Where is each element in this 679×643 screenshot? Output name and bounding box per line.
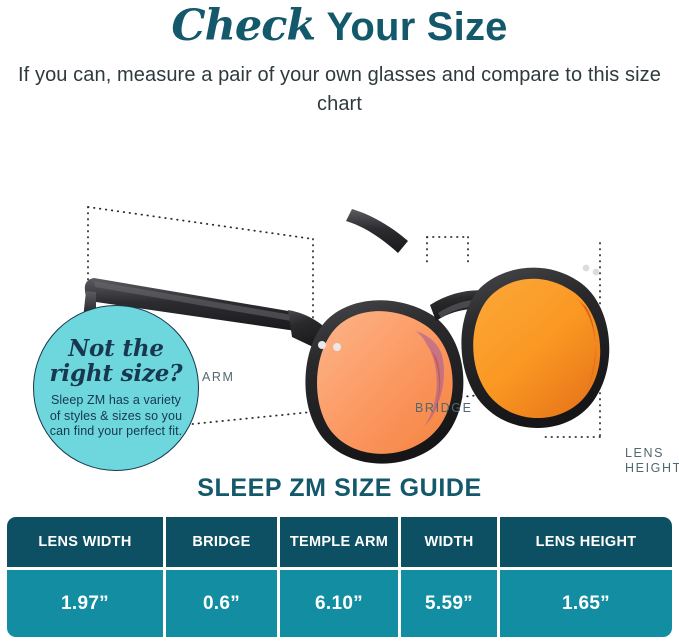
value-temple-arm: 6.10” xyxy=(277,570,398,637)
badge-heading: Not the right size? xyxy=(49,335,183,388)
glasses-graphic xyxy=(82,206,610,464)
page-subtitle: If you can, measure a pair of your own g… xyxy=(18,64,661,115)
hinge-rivets xyxy=(318,341,341,351)
size-guide-table: LENS WIDTH BRIDGE TEMPLE ARM WIDTH LENS … xyxy=(7,517,672,637)
lens-right xyxy=(461,267,610,429)
column-header-width: WIDTH xyxy=(398,517,497,567)
lens-left xyxy=(305,300,464,464)
value-width: 5.59” xyxy=(398,570,497,637)
column-header-temple-arm: TEMPLE ARM xyxy=(277,517,398,567)
size-guide-title: SLEEP ZM SIZE GUIDE xyxy=(197,474,482,502)
value-lens-height: 1.65” xyxy=(497,570,672,637)
column-header-bridge: BRIDGE xyxy=(163,517,277,567)
page-header: Check Your Size If you can, measure a pa… xyxy=(0,0,679,119)
hinge-rivets-right xyxy=(582,264,600,276)
column-header-lens-width: LENS WIDTH xyxy=(38,534,132,550)
temple-arm-far xyxy=(346,209,408,253)
page-title: Check Your Size xyxy=(0,0,679,53)
label-lens-height: LENS HEIGHT xyxy=(625,446,679,475)
page-title-bold: Your Size xyxy=(326,5,508,49)
table-header-row: LENS WIDTH BRIDGE TEMPLE ARM WIDTH LENS … xyxy=(7,517,672,567)
label-bridge: BRIDGE xyxy=(415,401,473,415)
value-lens-width: 1.97” xyxy=(61,592,109,614)
page-title-script: Check xyxy=(171,1,316,51)
column-header-lens-height: LENS HEIGHT xyxy=(497,517,672,567)
table-value-row: 1.97” 0.6” 6.10” 5.59” 1.65” xyxy=(7,570,672,637)
not-the-right-size-badge[interactable]: Not the right size? Sleep ZM has a varie… xyxy=(33,305,199,471)
glasses-illustration: TEMPLE ARM BRIDGE LENS HEIGHT WIDTH xyxy=(0,165,679,590)
value-bridge: 0.6” xyxy=(163,570,277,637)
badge-body: Sleep ZM has a variety of styles & sizes… xyxy=(49,393,183,439)
